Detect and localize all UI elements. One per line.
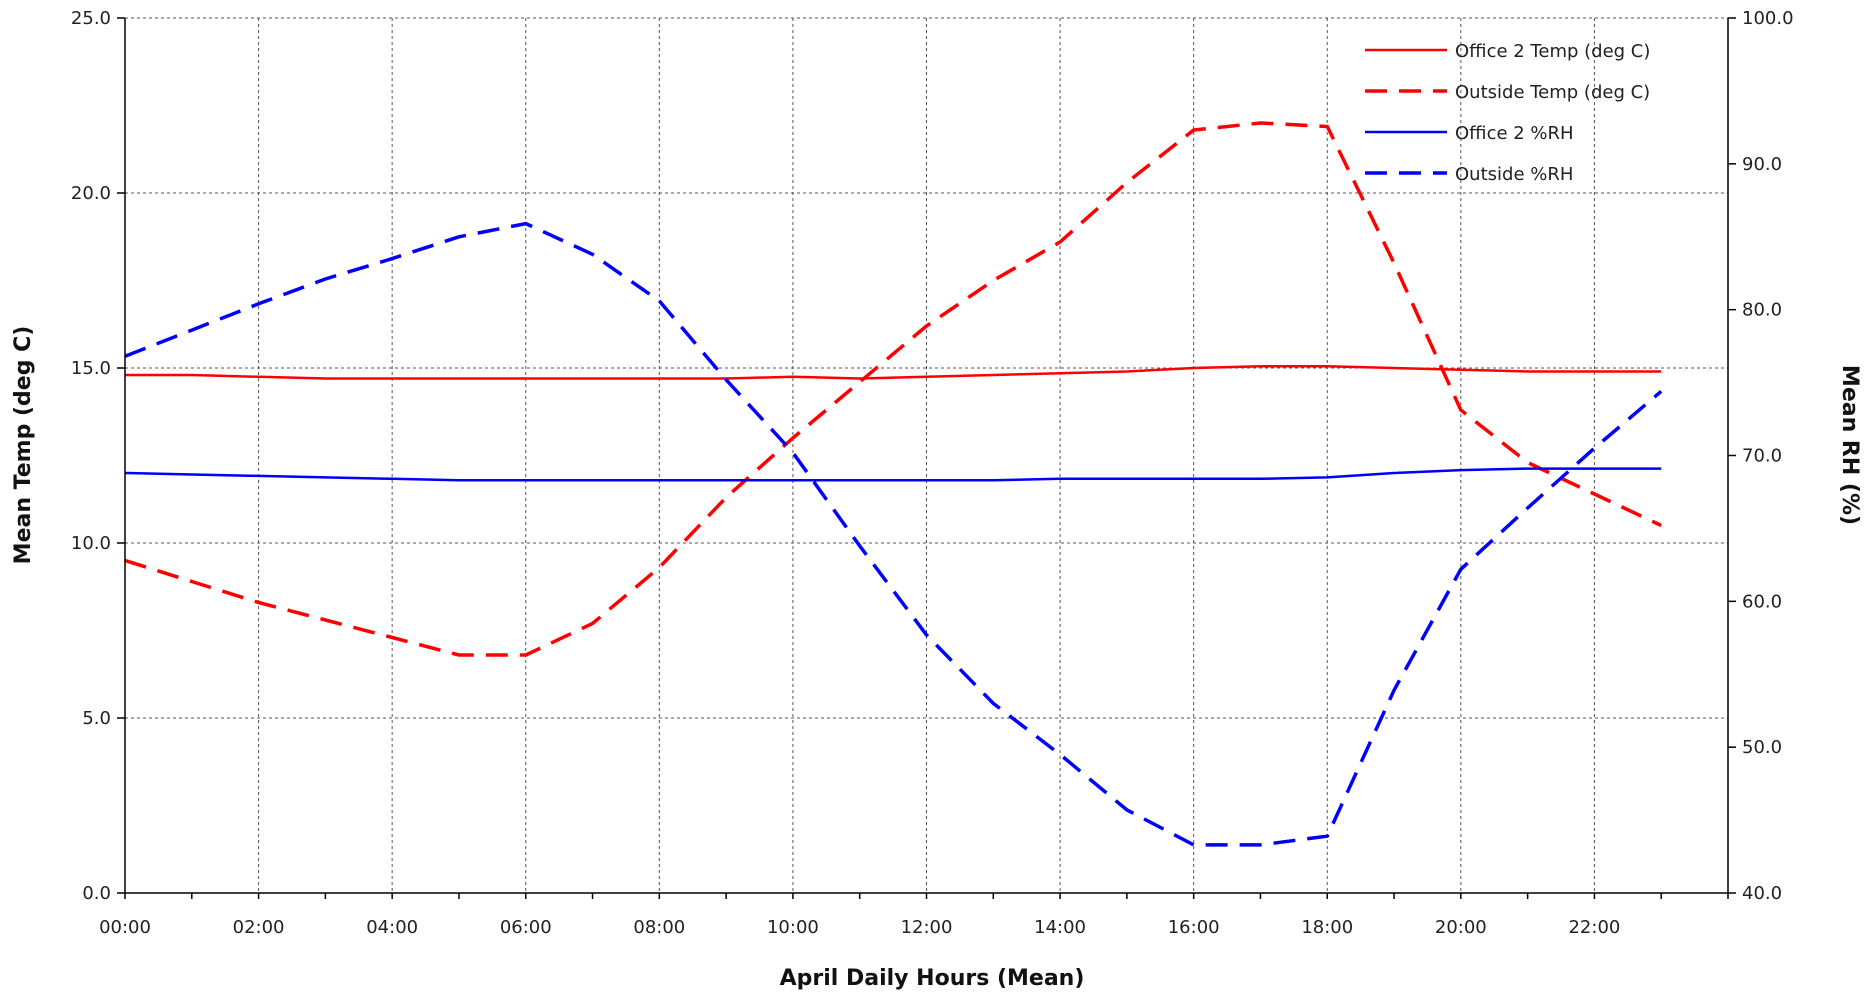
- axes: 0.0 5.0 10.0 15.0 20.0 25.0 40.0 50.0 60.0 70.0 80…: [71, 8, 1794, 938]
- x-tick-label: 22:00: [1568, 917, 1620, 938]
- y-left-tick-label: 10.0: [71, 533, 111, 554]
- y-right-tick-label: 40.0: [1742, 883, 1782, 904]
- x-tick-label: 08:00: [633, 917, 685, 938]
- legend-label-3: Office 2 %RH: [1455, 123, 1574, 144]
- series-line-3: [124, 467, 1662, 482]
- y-right-tick-label: 60.0: [1742, 591, 1782, 612]
- y-right-tick-label: 90.0: [1742, 154, 1782, 175]
- legend-label-2: Outside Temp (deg C): [1455, 82, 1650, 103]
- legend-label-4: Outside %RH: [1455, 164, 1573, 185]
- y-right-tick-label: 80.0: [1742, 300, 1782, 321]
- y-right-tick-label: 70.0: [1742, 446, 1782, 467]
- legend-label-1: Office 2 Temp (deg C): [1455, 41, 1650, 62]
- y-left-tick-label: 20.0: [71, 183, 111, 204]
- y-left-tick-label: 0.0: [82, 883, 111, 904]
- series-line-1: [125, 365, 1662, 380]
- x-tick-label: 00:00: [99, 917, 151, 938]
- series-line-4: [124, 221, 1663, 847]
- x-tick-label: 12:00: [901, 917, 953, 938]
- y-right-tick-label: 100.0: [1742, 8, 1794, 29]
- y-left-tick-label: 25.0: [71, 8, 111, 29]
- series-line-2: [124, 121, 1662, 657]
- series-lines: [124, 121, 1663, 847]
- y-axis-right-title: Mean RH (%): [1837, 365, 1862, 525]
- y-left-tick-label: 5.0: [82, 708, 111, 729]
- x-tick-label: 04:00: [366, 917, 418, 938]
- x-tick-label: 10:00: [767, 917, 819, 938]
- y-right-tick-label: 50.0: [1742, 737, 1782, 758]
- x-tick-label: 14:00: [1034, 917, 1086, 938]
- x-tick-label: 06:00: [500, 917, 552, 938]
- grid: [125, 17, 1729, 893]
- x-tick-label: 20:00: [1435, 917, 1487, 938]
- x-tick-label: 16:00: [1168, 917, 1220, 938]
- legend: Office 2 Temp (deg C) Outside Temp (deg C…: [1365, 41, 1650, 185]
- x-tick-label: 18:00: [1301, 917, 1353, 938]
- x-axis-title: April Daily Hours (Mean): [780, 966, 1085, 991]
- y-axis-left-title: Mean Temp (deg C): [11, 326, 36, 565]
- y-left-tick-label: 15.0: [71, 358, 111, 379]
- x-tick-label: 02:00: [233, 917, 285, 938]
